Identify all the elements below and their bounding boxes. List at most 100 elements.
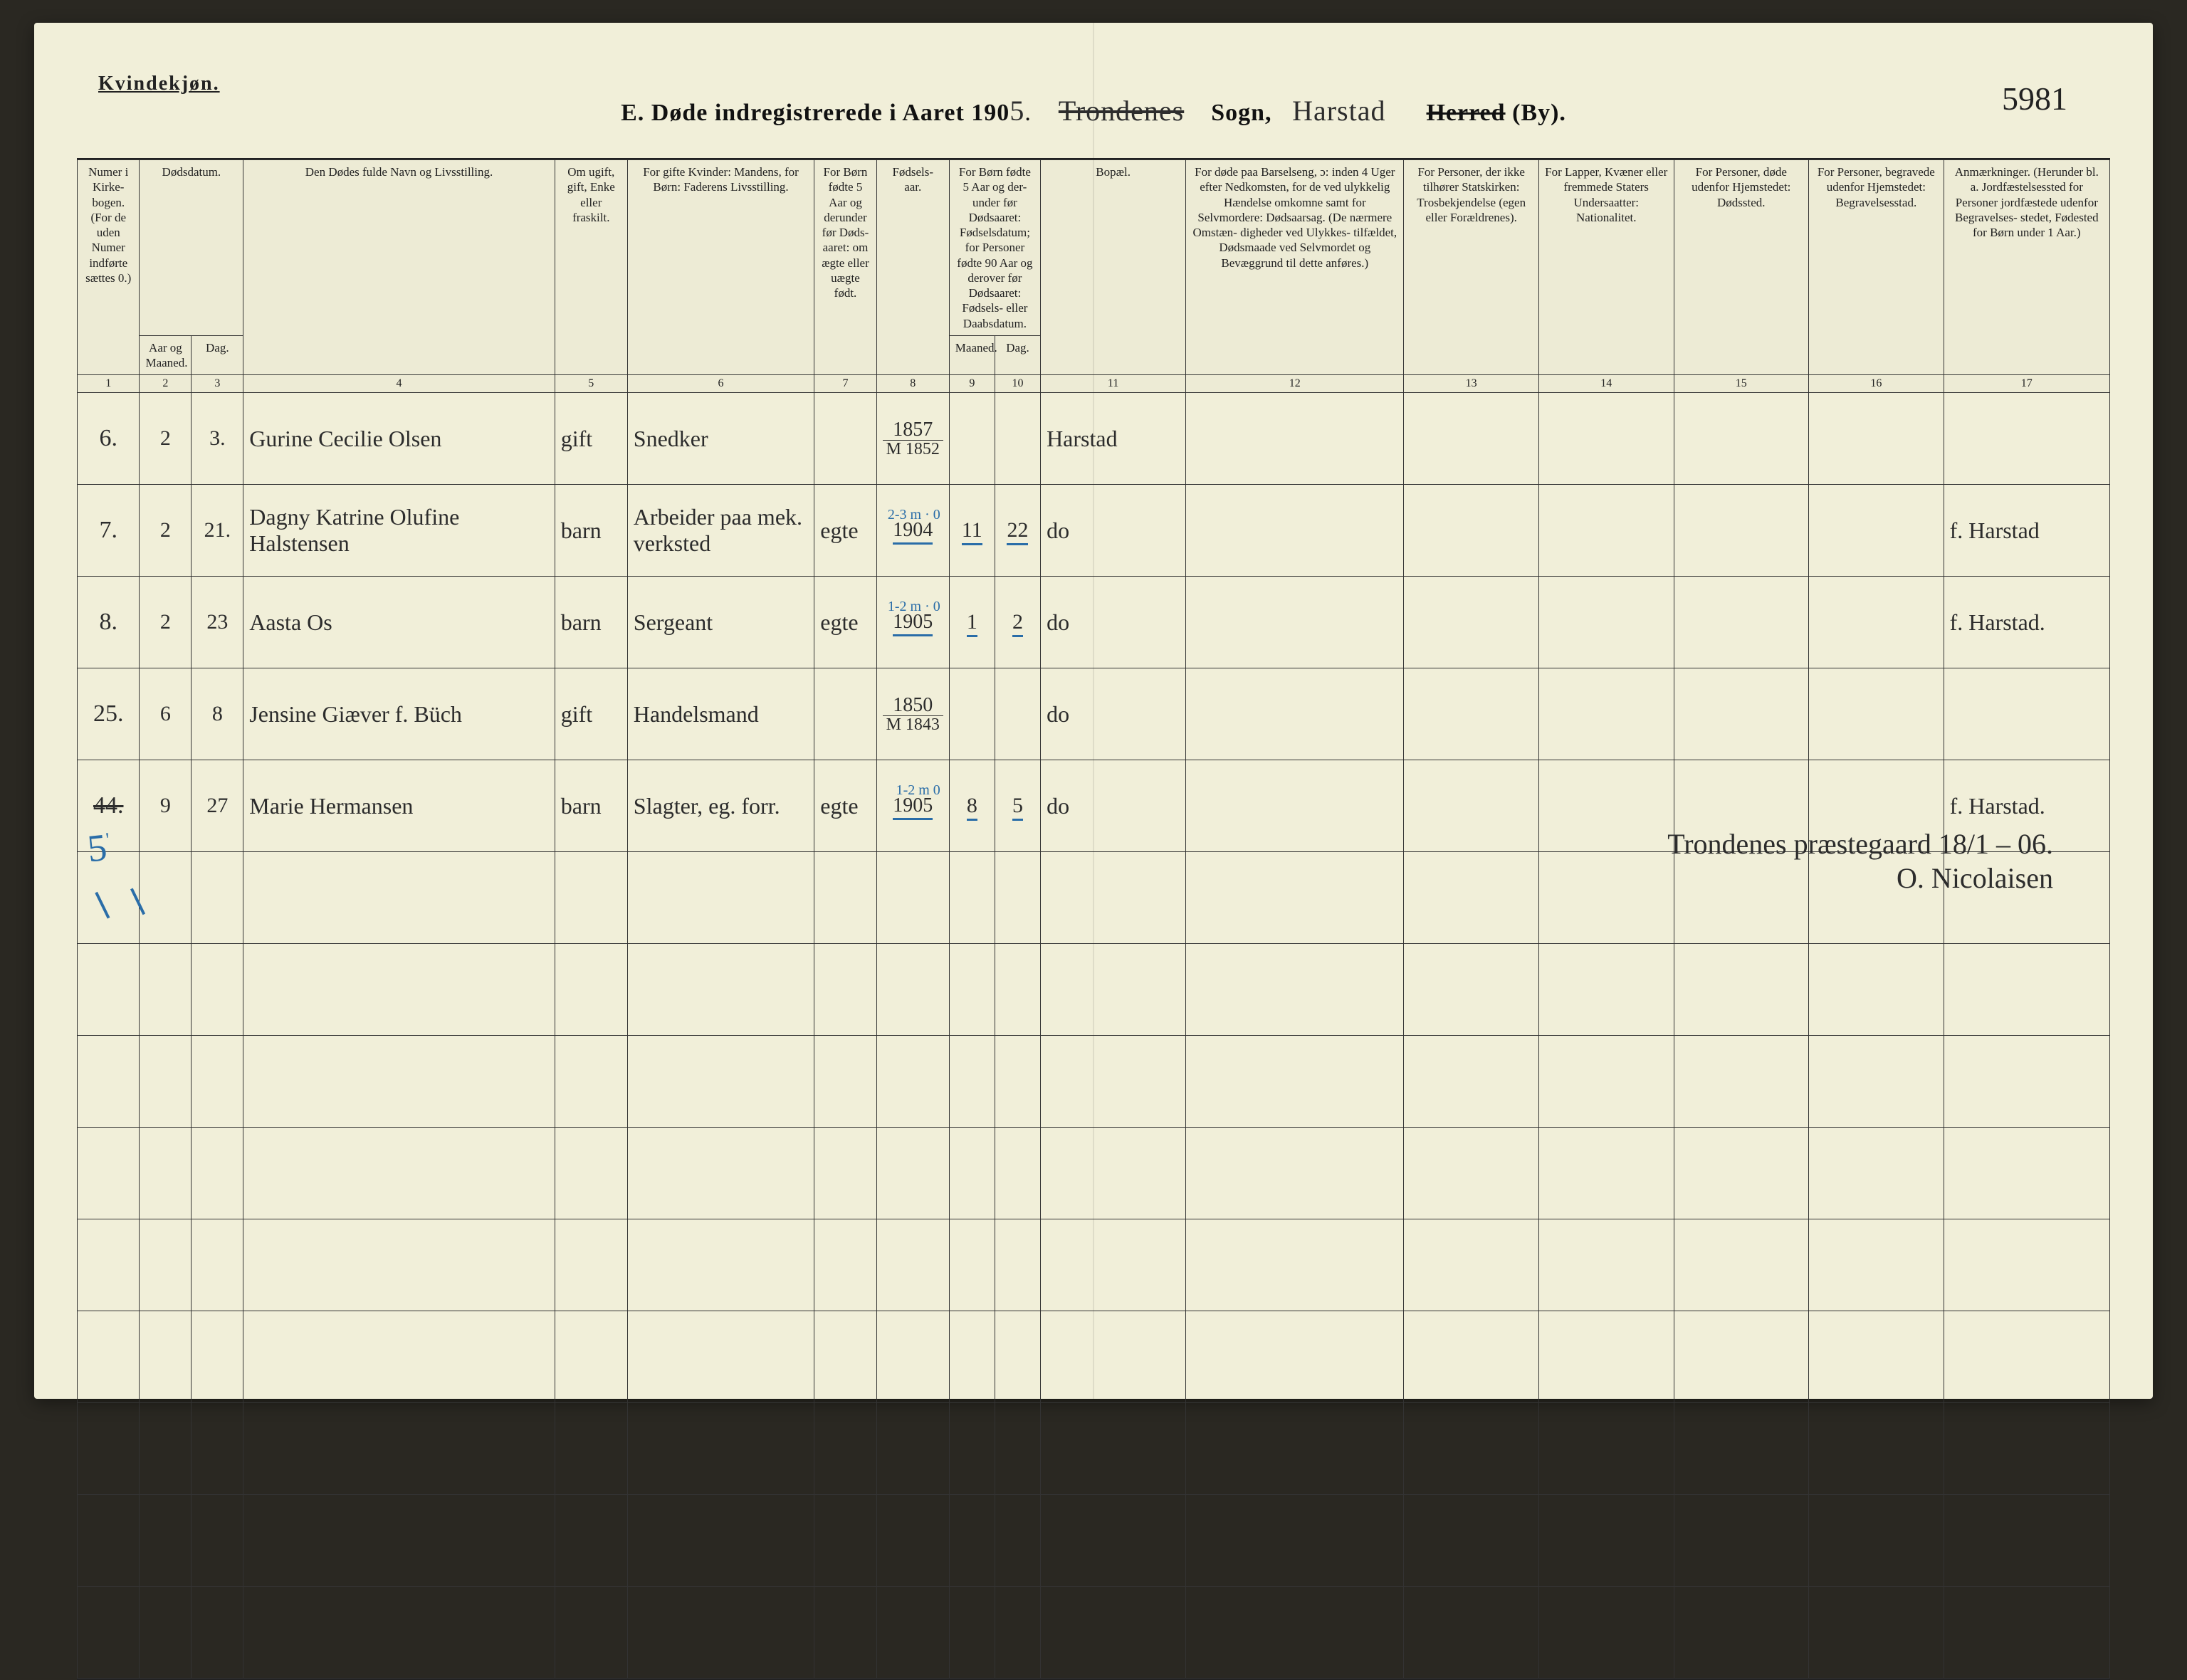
- table-row-blank: [78, 1403, 2110, 1495]
- cell-nationality: [1538, 760, 1674, 852]
- cell-cause: [1186, 577, 1404, 668]
- cell-nationality: [1538, 485, 1674, 577]
- ledger-table: Numer i Kirke- bogen. (For de uden Numer…: [77, 159, 2110, 1679]
- cell-blank: [243, 1495, 555, 1587]
- cell-blank: [949, 1587, 995, 1679]
- cell-blank: [1186, 1219, 1404, 1311]
- cell-blank: [627, 1128, 814, 1219]
- col-header: For Personer, der ikke tilhører Statskir…: [1404, 160, 1539, 375]
- cell-blank: [995, 944, 1040, 1036]
- cell-blank: [243, 1036, 555, 1128]
- cell-blank: [1538, 852, 1674, 944]
- cell-blank: [949, 1495, 995, 1587]
- col-header: Fødsels- aar.: [876, 160, 949, 375]
- cell-death-day: 27: [192, 760, 243, 852]
- cell-blank: [1404, 944, 1539, 1036]
- cell-blank: [1538, 1036, 1674, 1128]
- cell-blank: [1538, 1587, 1674, 1679]
- cell-blank: [243, 944, 555, 1036]
- cell-birth-day: [995, 393, 1040, 485]
- cell-no: 25.: [78, 668, 140, 760]
- cell-blank: [1944, 1036, 2109, 1128]
- cell-status: barn: [555, 485, 627, 577]
- cell-blank: [140, 1036, 192, 1128]
- cell-death-day: 3.: [192, 393, 243, 485]
- cell-blank: [949, 1128, 995, 1219]
- cell-residence: do: [1041, 577, 1186, 668]
- cell-remark: f. Harstad.: [1944, 577, 2109, 668]
- footer-signature-name: O. Nicolaisen: [1667, 861, 2053, 896]
- cell-blank: [555, 1587, 627, 1679]
- table-body: 6.23.Gurine Cecilie OlsengiftSnedker1857…: [78, 393, 2110, 852]
- cell-blank: [243, 1587, 555, 1679]
- cell-blank: [555, 1219, 627, 1311]
- cell-occupation: Arbeider paa mek. verksted: [627, 485, 814, 577]
- cell-blank: [1404, 852, 1539, 944]
- cell-blank: [1186, 852, 1404, 944]
- cell-burialplace: [1809, 485, 1944, 577]
- cell-death-day: 8: [192, 668, 243, 760]
- cell-blank: [995, 1128, 1040, 1219]
- cell-blank: [1944, 1311, 2109, 1403]
- cell-blank: [192, 1128, 243, 1219]
- cell-legit: egte: [814, 485, 876, 577]
- cell-blank: [1404, 1036, 1539, 1128]
- col-header: For døde paa Barselseng, ɔ: inden 4 Uger…: [1186, 160, 1404, 375]
- cell-blank: [949, 1219, 995, 1311]
- table-row-blank: [78, 1311, 2110, 1403]
- cell-blank: [876, 944, 949, 1036]
- cell-blank: [814, 1311, 876, 1403]
- cell-blank: [876, 852, 949, 944]
- cell-blank: [627, 1587, 814, 1679]
- cell-blank: [1944, 1495, 2109, 1587]
- cell-blank: [140, 1495, 192, 1587]
- col-header: Anmærkninger. (Herunder bl. a. Jordfæste…: [1944, 160, 2109, 375]
- col-num: 15: [1674, 375, 1809, 393]
- cell-blank: [627, 852, 814, 944]
- cell-blank: [192, 944, 243, 1036]
- cell-blank: [627, 1495, 814, 1587]
- cell-blank: [555, 1403, 627, 1495]
- cell-legit: egte: [814, 760, 876, 852]
- cell-blank: [1809, 1587, 1944, 1679]
- cell-death-month: 2: [140, 393, 192, 485]
- cell-blank: [1674, 1403, 1809, 1495]
- cell-occupation: Snedker: [627, 393, 814, 485]
- cell-blank: [1041, 1587, 1186, 1679]
- cell-status: barn: [555, 760, 627, 852]
- cell-blank: [192, 852, 243, 944]
- cell-blank: [78, 1403, 140, 1495]
- district-script: Harstad: [1292, 95, 1385, 127]
- cell-blank: [1944, 1403, 2109, 1495]
- cell-cause: [1186, 393, 1404, 485]
- cell-legit: egte: [814, 577, 876, 668]
- cell-blank: [1674, 1128, 1809, 1219]
- col-header-group-birthdate: For Børn fødte 5 Aar og der- under før D…: [949, 160, 1040, 336]
- cell-nationality: [1538, 577, 1674, 668]
- table-blank-rows: [78, 852, 2110, 1679]
- cell-blank: [814, 1495, 876, 1587]
- table-row: 7.221.Dagny Katrine Olufine Halstensenba…: [78, 485, 2110, 577]
- cell-blank: [243, 1311, 555, 1403]
- cell-blank: [243, 852, 555, 944]
- cell-blank: [1404, 1311, 1539, 1403]
- col-header: Dag.: [192, 335, 243, 375]
- col-num: 4: [243, 375, 555, 393]
- cell-blank: [1041, 1219, 1186, 1311]
- column-number-row: 1 2 3 4 5 6 7 8 9 10 11 12 13 14: [78, 375, 2110, 393]
- col-num: 5: [555, 375, 627, 393]
- sogn-label: Sogn,: [1211, 100, 1271, 126]
- cell-birth-month: 1: [949, 577, 995, 668]
- cell-blank: [555, 852, 627, 944]
- cell-blank: [995, 1036, 1040, 1128]
- cell-blank: [1041, 1036, 1186, 1128]
- cell-name: Jensine Giæver f. Büch: [243, 668, 555, 760]
- cell-status: gift: [555, 668, 627, 760]
- cell-blank: [1404, 1403, 1539, 1495]
- cell-blank: [1186, 1128, 1404, 1219]
- cell-residence: do: [1041, 760, 1186, 852]
- cell-blank: [1674, 944, 1809, 1036]
- cell-blank: [192, 1219, 243, 1311]
- cell-name: Marie Hermansen: [243, 760, 555, 852]
- cell-blank: [814, 1219, 876, 1311]
